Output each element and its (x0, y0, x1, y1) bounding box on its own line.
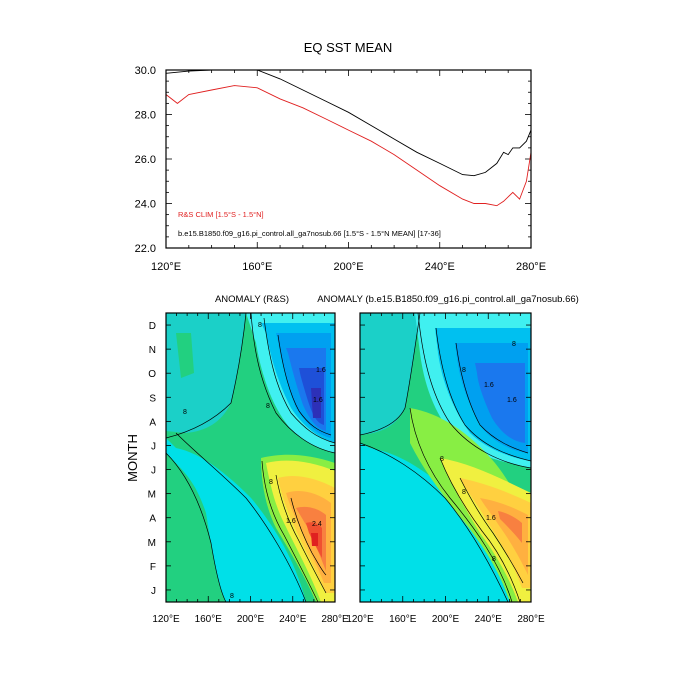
right-contour-label: 8 (462, 489, 466, 496)
right-contour-label: 8 (492, 556, 496, 563)
left-contour-label: 1.6 (316, 367, 326, 374)
x-tick-label: 120°E (152, 614, 180, 625)
legend-obs: R&S CLIM [1.5°S - 1.5°N] (178, 210, 264, 219)
month-tick-label: F (150, 562, 156, 573)
y-tick-label: 28.0 (135, 110, 156, 122)
right-contour-label: 8 (462, 367, 466, 374)
right-contour-label: 1.6 (507, 397, 517, 404)
x-tick-label: 160°E (195, 614, 223, 625)
top-y-tick-labels: 22.0 24.0 26.0 28.0 30.0 (135, 65, 156, 255)
left-contour-label: 2.4 (312, 521, 322, 528)
left-contour-label: 8 (230, 593, 234, 600)
right-contour-map: 8 8 1.6 1.6 8 8 1.6 8 (360, 313, 531, 602)
top-plot-frame (165, 69, 532, 249)
right-contour-label: 1.6 (486, 515, 496, 522)
right-contour-label: 8 (440, 456, 444, 463)
y-tick-label: 30.0 (135, 65, 156, 77)
x-tick-label: 240°E (475, 614, 503, 625)
month-tick-label: J (151, 441, 156, 452)
left-contour-label: 8 (269, 479, 273, 486)
x-tick-label: 120°E (151, 261, 181, 273)
left-contour-label: 1.6 (286, 518, 296, 525)
month-tick-label: M (148, 490, 156, 501)
bottom-tick-labels: 120°E 160°E 200°E 240°E 280°E J F M A M J J A S O N D 120… (148, 321, 545, 625)
right-contour-label: 1.6 (484, 382, 494, 389)
model-series-line (166, 70, 531, 177)
left-contour-map: 8 8 8 1.6 1.6 2.4 8 1.6 8 (166, 313, 335, 602)
obs-series-line (166, 85, 531, 207)
month-tick-label: J (151, 466, 156, 477)
y-axis-label-month: MONTH (125, 434, 140, 482)
x-tick-label: 280°E (516, 261, 546, 273)
x-tick-label: 280°E (517, 614, 545, 625)
right-panel-title: ANOMALY (b.e15.B1850.f09_g16.pi_control.… (317, 294, 579, 305)
x-tick-label: 200°E (237, 614, 265, 625)
left-contour-label: 8 (258, 322, 262, 329)
left-panel-title: ANOMALY (R&S) (215, 294, 289, 305)
month-tick-label: A (149, 417, 156, 428)
y-tick-label: 26.0 (135, 154, 156, 166)
x-tick-label: 280°E (321, 614, 349, 625)
top-axis-ticks (165, 69, 532, 249)
bottom-axis-ticks (165, 313, 532, 602)
month-tick-label: A (149, 514, 156, 525)
x-tick-label: 240°E (425, 261, 455, 273)
month-tick-label: D (149, 321, 156, 332)
month-tick-label: M (148, 538, 156, 549)
legend-model: b.e15.B1850.f09_g16.pi_control.all_ga7no… (178, 229, 441, 238)
month-tick-label: J (151, 586, 156, 597)
month-tick-label: O (148, 369, 156, 380)
x-tick-label: 160°E (389, 614, 417, 625)
month-tick-label: N (149, 345, 156, 356)
left-contour-label: 8 (183, 409, 187, 416)
x-tick-label: 200°E (432, 614, 460, 625)
top-x-tick-labels: 120°E 160°E 200°E 240°E 280°E (151, 261, 546, 273)
x-tick-label: 200°E (333, 261, 363, 273)
top-title: EQ SST MEAN (304, 40, 393, 55)
top-series-group (166, 70, 531, 207)
y-tick-label: 24.0 (135, 199, 156, 211)
x-tick-label: 120°E (346, 614, 374, 625)
month-tick-label: S (149, 393, 156, 404)
x-tick-label: 160°E (242, 261, 272, 273)
left-contour-label: 1.6 (313, 397, 323, 404)
y-tick-label: 22.0 (135, 243, 156, 255)
left-contour-label: 8 (266, 403, 270, 410)
x-tick-label: 240°E (279, 614, 307, 625)
right-contour-label: 8 (512, 341, 516, 348)
